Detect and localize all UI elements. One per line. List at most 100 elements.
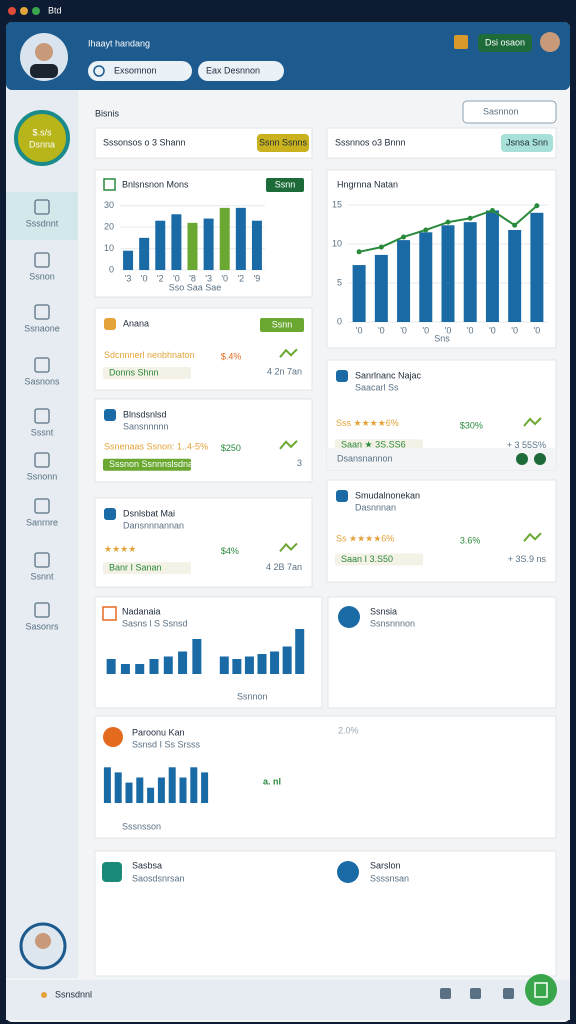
trend-point: [534, 203, 540, 209]
bar: [244, 656, 254, 674]
kpi-note: 3: [297, 458, 302, 468]
footer-icon: [503, 988, 514, 999]
sidebar-item: Sssdnnt: [26, 218, 59, 228]
trend-point: [467, 215, 473, 221]
sidebar-icon: [34, 552, 50, 568]
chart-big-text: a. nl: [263, 776, 281, 786]
chart-note: Sns: [434, 333, 450, 343]
sidebar-icon: [34, 408, 50, 424]
header-button-text: Dsi osaon: [485, 37, 525, 47]
footer-text: Ssnsdnnl: [55, 989, 92, 999]
x-tick-label: '0: [445, 325, 452, 335]
y-tick-label: 10: [332, 238, 342, 248]
filter-text: Eax Desnnon: [206, 65, 260, 75]
bar: [508, 229, 522, 322]
x-tick-label: '0: [400, 325, 407, 335]
summary-text: Sssonsos o 3 Shann: [103, 137, 186, 147]
filter-field: [198, 61, 284, 81]
bar: [463, 222, 477, 322]
kpi-tag: [335, 553, 423, 566]
kpi-title: Smudalnonekan: [355, 490, 420, 500]
kpi-icon: [104, 409, 116, 421]
summary-text: Sssnnos o3 Bnnn: [335, 137, 406, 147]
card: [327, 596, 557, 709]
kpi-icon: [104, 508, 116, 520]
sidebar-item: Ssnonn: [27, 471, 58, 481]
search-field: [88, 61, 192, 81]
chart-title: Paroonu Kan: [132, 727, 185, 737]
card-icon: [337, 861, 359, 883]
chart-icon: [103, 727, 123, 747]
chart-button-text: Ssnn: [275, 179, 296, 189]
kpi-subtitle: Saacarl Ss: [355, 382, 399, 392]
chart-icon: [102, 606, 117, 621]
x-tick-label: '3: [125, 273, 132, 283]
page-title: Bisnis: [95, 108, 120, 118]
toggle: [534, 453, 546, 465]
kpi-footer: [327, 448, 556, 470]
kpi-tag-text: Saan I 3.S50: [341, 554, 393, 564]
page-search-text: Sasnnon: [483, 106, 519, 116]
bar: [147, 787, 155, 803]
kpi-tag: [103, 562, 191, 575]
bar: [135, 664, 145, 674]
summary-button: [257, 134, 309, 152]
sidebar-active: [6, 192, 78, 240]
avatar-body: [30, 64, 58, 78]
y-tick-label: 0: [109, 264, 114, 274]
bar: [125, 782, 133, 803]
trend-point: [423, 227, 429, 233]
card-icon: [338, 606, 360, 628]
x-tick-label: '2: [157, 273, 164, 283]
kpi-label: Ss ★★★★6%: [336, 534, 394, 544]
page-search: [462, 100, 557, 124]
bar: [136, 777, 144, 803]
bar: [157, 777, 165, 803]
trend-icon: [523, 417, 542, 427]
y-tick-label: 5: [337, 277, 342, 287]
y-tick-label: 0: [337, 316, 342, 326]
kpi-note: 4 2B 7an: [266, 562, 302, 572]
bar: [235, 207, 246, 270]
summary-button-text: Jsnsa Snn: [506, 137, 548, 147]
sidebar-item: Ssnon: [29, 271, 55, 281]
sidebar-icon: [34, 252, 50, 268]
bar: [295, 629, 305, 674]
kpi-subtitle: Dasnnnan: [355, 502, 396, 512]
bar: [441, 225, 455, 322]
header-button: [478, 34, 532, 52]
kpi-value: $30%: [460, 420, 483, 430]
card-title: Sarslon: [370, 860, 401, 870]
bar: [179, 777, 187, 803]
y-tick-label: 20: [104, 222, 114, 232]
kpi-button: [260, 318, 304, 332]
bar: [106, 659, 116, 674]
sidebar-item: Sssnt: [31, 427, 54, 437]
bar: [123, 250, 134, 270]
bar: [352, 265, 366, 322]
bar: [114, 772, 122, 803]
trend-point: [445, 219, 451, 225]
card-title: Sasbsa: [132, 860, 162, 870]
chart-title: Nadanaia: [122, 606, 161, 616]
kpi-value: $4%: [221, 546, 239, 556]
kpi-note: 4 2n 7an: [267, 366, 302, 376]
bar: [103, 767, 111, 803]
x-tick-label: '8: [189, 273, 196, 283]
notification: [454, 35, 468, 49]
y-tick-label: 10: [104, 243, 114, 253]
badge-sub: Dsnna: [29, 139, 55, 149]
sidebar-icon: [34, 357, 50, 373]
bar: [485, 210, 499, 322]
x-tick-label: '0: [534, 325, 541, 335]
x-tick-label: '9: [254, 273, 261, 283]
footer: [6, 980, 570, 1020]
summary-button-text: Ssnn Ssnns: [259, 137, 308, 147]
header: [6, 22, 570, 90]
y-tick-label: 30: [104, 200, 114, 210]
kpi-note: + 3 55S%: [507, 440, 546, 450]
top-bar: [0, 0, 576, 22]
kpi-label: Sss ★★★★6%: [336, 418, 399, 428]
